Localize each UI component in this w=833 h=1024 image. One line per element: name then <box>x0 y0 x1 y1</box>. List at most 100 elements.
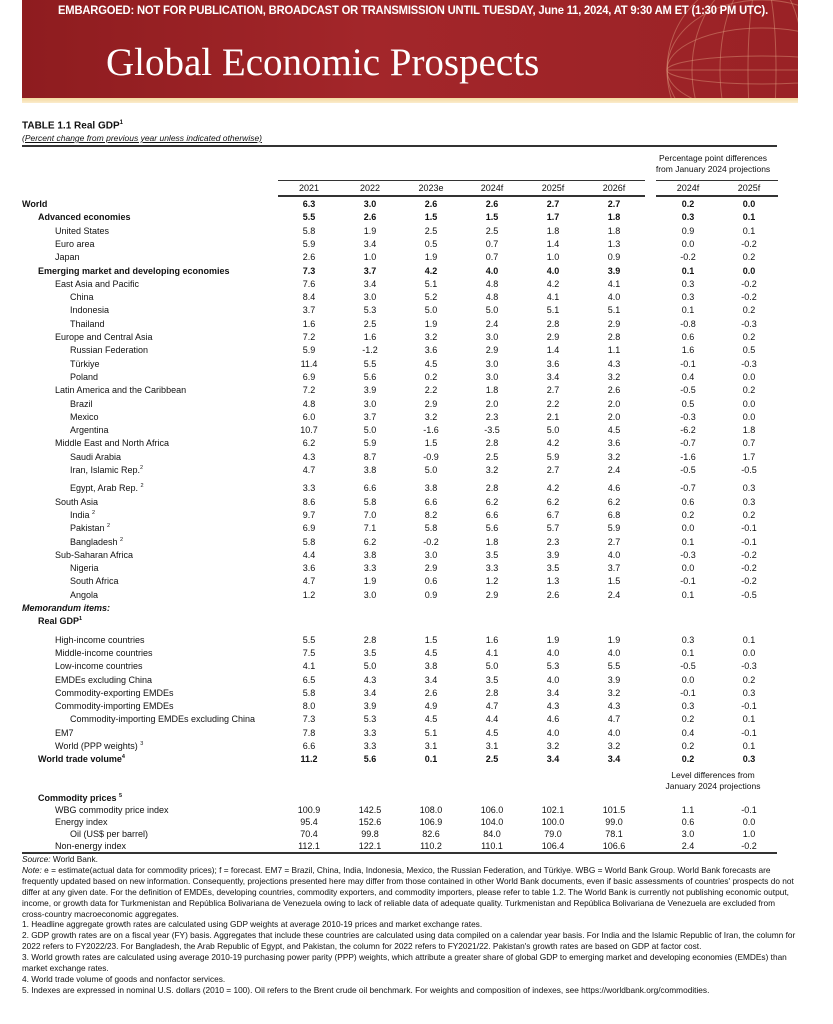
cell-value: 4.2 <box>546 483 560 494</box>
row-label: Bangladesh 2 <box>70 536 124 547</box>
row-label: Russian Federation <box>70 345 149 356</box>
cell-value: 1.6 <box>681 345 695 356</box>
cell-value: 1.7 <box>546 212 560 223</box>
row-label: Commodity-importing EMDEs excluding Chin… <box>70 714 256 725</box>
cell-value: 4.5 <box>607 425 621 436</box>
footnote-ref: 3 <box>140 741 144 747</box>
table-notes: Source: World Bank. Note: e = estimate(a… <box>22 854 797 996</box>
cell-value: 0.1 <box>742 212 756 223</box>
cell-value: 4.0 <box>546 265 560 276</box>
cell-value: -0.1 <box>680 687 696 698</box>
report-banner: EMBARGOED: NOT FOR PUBLICATION, BROADCAS… <box>22 0 798 98</box>
cell-value: 1.8 <box>546 225 560 236</box>
footnote-ref: 1 <box>79 616 83 623</box>
cell-value: 3.3 <box>363 563 377 574</box>
cell-value: -0.3 <box>741 358 757 369</box>
cell-value: 0.1 <box>681 589 695 600</box>
table-row: Latin America and the Caribbean 7.2 3.9 2.2… <box>0 384 833 396</box>
cell-value: 1.9 <box>546 634 560 645</box>
cell-value: 3.3 <box>485 563 499 574</box>
cell-value: 4.5 <box>485 727 499 738</box>
cell-value: 0.3 <box>681 634 695 645</box>
cell-value: 3.2 <box>424 332 438 342</box>
cell-value: 3.6 <box>424 345 438 356</box>
cell-value: 3.4 <box>363 687 377 698</box>
cell-value: 3.7 <box>302 305 316 316</box>
cell-value: -1.6 <box>423 425 439 436</box>
cell-value: 5.0 <box>424 305 438 316</box>
column-header: 2022 <box>359 183 381 193</box>
cell-value: 1.6 <box>485 634 499 645</box>
cell-value: 3.0 <box>363 292 377 303</box>
cell-value: -0.2 <box>741 841 757 851</box>
table-row: High-income countries 5.5 2.8 1.5 1.6 1.9 1.9 0… <box>0 634 833 646</box>
cell-value: 6.2 <box>302 438 316 449</box>
cell-value: 1.1 <box>681 805 695 815</box>
cell-value: -0.2 <box>741 563 757 574</box>
table-subtitle: (Percent change from previous year unles… <box>22 133 263 143</box>
cell-value: 3.0 <box>485 371 499 382</box>
cell-value: 99.0 <box>605 817 623 827</box>
cell-value: 1.3 <box>607 238 621 249</box>
table-row: Energy index 95.4 152.6 106.9 104.0 100.0 99.0… <box>0 816 833 828</box>
report-title: Global Economic Prospects <box>106 41 540 84</box>
row-label: Real GDP1 <box>38 616 83 627</box>
cell-value: 108.0 <box>419 805 443 815</box>
cell-value: 5.1 <box>424 727 438 738</box>
table-row: Nigeria 3.6 3.3 2.9 3.3 3.5 3.7 0.0 -0.2 <box>0 562 833 574</box>
cell-value: 82.6 <box>422 829 440 839</box>
cell-value: -0.7 <box>680 438 696 449</box>
cell-value: -6.2 <box>680 425 696 436</box>
row-label: East Asia and Pacific <box>55 278 140 289</box>
cell-value: 7.8 <box>302 727 316 738</box>
cell-value: 0.1 <box>681 265 695 276</box>
cell-value: 8.4 <box>302 292 316 303</box>
cell-value: 0.0 <box>742 647 756 658</box>
cell-value: 2.0 <box>607 398 621 409</box>
cell-value: 2.9 <box>424 563 438 574</box>
cell-value: 1.5 <box>424 634 438 645</box>
cell-value: 1.8 <box>607 225 621 236</box>
cell-value: 1.1 <box>607 345 621 356</box>
row-label: Türkiye <box>70 358 100 369</box>
cell-value: 6.9 <box>302 371 316 382</box>
column-header: 2023e <box>418 183 444 193</box>
cell-value: 6.6 <box>485 509 499 520</box>
cell-value: 1.5 <box>424 212 438 223</box>
footnote: 5. Indexes are expressed in nominal U.S.… <box>22 984 710 995</box>
footnote-ref: 2 <box>92 509 96 516</box>
cell-value: 0.1 <box>681 305 695 316</box>
cell-value: 4.4 <box>485 714 499 725</box>
cell-value: 5.2 <box>424 292 438 303</box>
table-row: India 2 9.7 7.0 8.2 6.6 6.7 6.8 0.2 0.2 <box>0 509 833 521</box>
cell-value: 4.0 <box>485 265 499 276</box>
cell-value: 4.3 <box>302 451 316 462</box>
cell-value: 11.2 <box>300 754 318 765</box>
cell-value: -1.2 <box>362 345 378 356</box>
row-label: Oil (US$ per barrel) <box>70 829 149 839</box>
cell-value: 4.3 <box>363 674 377 685</box>
cell-value: -0.2 <box>741 292 757 303</box>
cell-value: 5.9 <box>607 523 621 534</box>
table-row: Real GDP1 <box>0 615 833 627</box>
cell-value: 5.3 <box>363 714 377 725</box>
cell-value: 5.3 <box>363 305 377 316</box>
cell-value: 2.4 <box>681 841 695 851</box>
cell-value: 2.0 <box>485 398 499 409</box>
cell-value: 101.5 <box>602 805 626 815</box>
table-row: Memorandum items: <box>0 602 833 614</box>
cell-value: 0.0 <box>742 265 756 276</box>
table-row: Euro area 5.9 3.4 0.5 0.7 1.4 1.3 0.0 -0.2 <box>0 238 833 250</box>
cell-value: 7.3 <box>302 265 316 276</box>
cell-value: -0.1 <box>741 727 757 738</box>
cell-value: 5.8 <box>302 536 316 547</box>
cell-value: 3.1 <box>424 741 438 751</box>
cell-value: 2.9 <box>546 332 560 342</box>
cell-value: 8.2 <box>424 509 438 520</box>
cell-value: 0.2 <box>681 741 695 751</box>
cell-value: -0.2 <box>680 252 696 263</box>
cell-value: 5.6 <box>363 371 377 382</box>
diff-header-line: Percentage point differences <box>658 153 768 163</box>
cell-value: 6.7 <box>546 509 560 520</box>
cell-value: 3.8 <box>424 661 438 672</box>
